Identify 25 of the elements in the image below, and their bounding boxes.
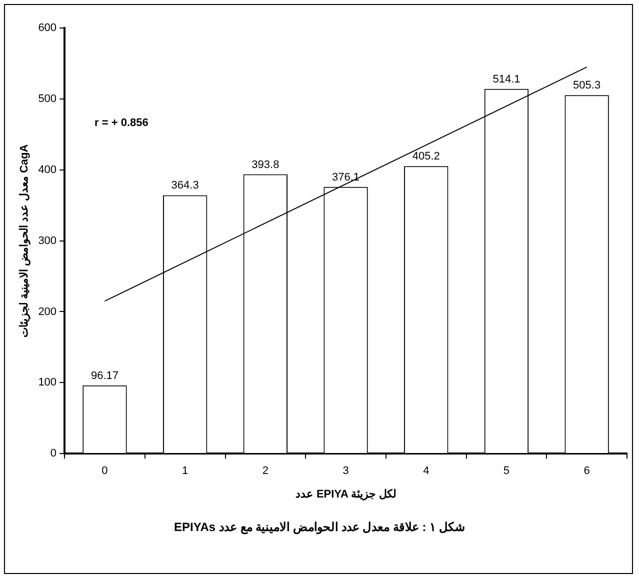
x-tick-label: 4	[423, 465, 430, 478]
data-label: 405.2	[412, 150, 440, 163]
x-tick-label: 1	[182, 465, 188, 478]
data-label: 514.1	[492, 73, 520, 86]
text: شكل ١ : علاقة معدل عدد الحوامض الامينية مع عدد EPIYAs	[173, 520, 466, 534]
x-tick-label: 5	[503, 465, 510, 478]
data-label: 376.1	[332, 171, 360, 184]
data-label: 364.3	[171, 180, 199, 192]
y-tick-label: 0	[50, 448, 57, 460]
x-tick-label: 3	[342, 465, 349, 478]
x-tick-label: 2	[262, 465, 268, 478]
x-axis-title: عدد EPIYA لكل جزيئة	[295, 488, 396, 500]
data-label: 96.17	[90, 370, 118, 382]
y-tick-label: 200	[38, 306, 57, 318]
y-tick-label: 500	[38, 92, 57, 105]
annotation: r = + 0.856	[94, 117, 148, 130]
y-tick-label: 600	[38, 22, 57, 34]
x-tick-label: 0	[102, 465, 108, 478]
x-tick-label: 6	[584, 465, 590, 478]
y-tick-label: 300	[38, 234, 57, 247]
y-tick-label: 100	[38, 376, 57, 389]
y-tick-label: 400	[38, 164, 57, 176]
data-label: 393.8	[252, 158, 280, 171]
y-axis-title: معدل عدد الحوامض الامينية لجزيئات CagA	[18, 144, 31, 338]
data-label: 505.3	[573, 80, 601, 92]
